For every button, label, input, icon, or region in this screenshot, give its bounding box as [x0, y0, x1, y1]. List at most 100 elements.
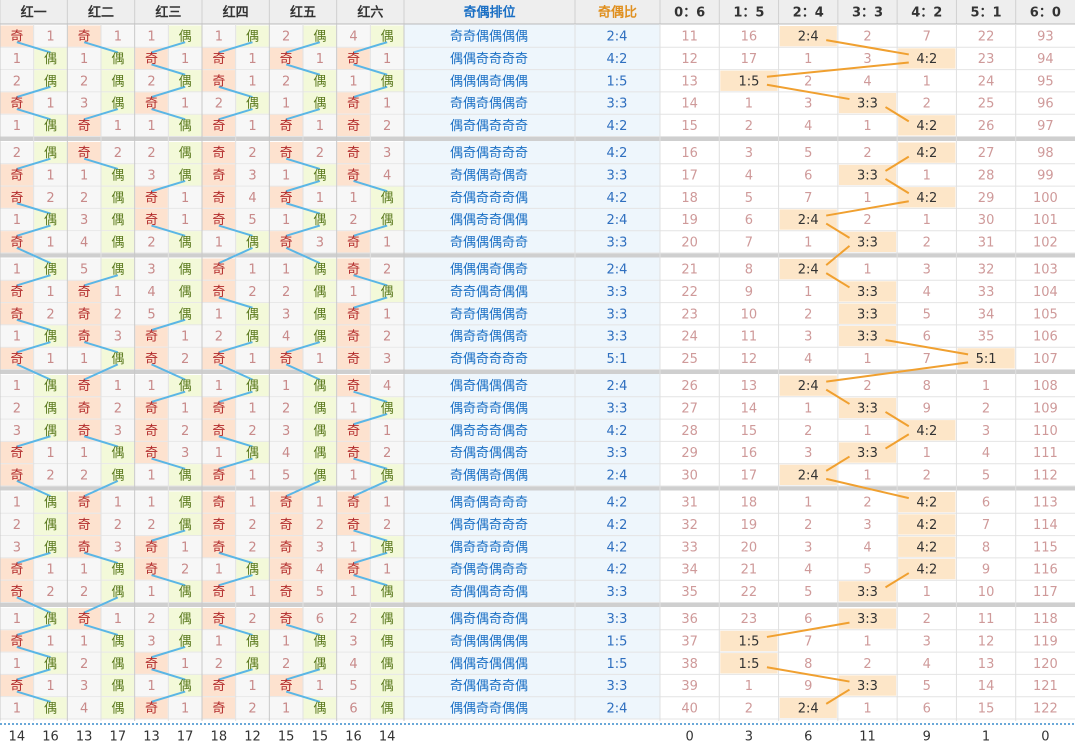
ratio: 4:2	[607, 540, 628, 555]
red-connector	[353, 412, 388, 426]
group-separator	[0, 603, 1075, 607]
miss-count: 2	[147, 146, 155, 161]
cell-bg	[236, 347, 269, 369]
ratio-miss: 1	[923, 74, 931, 89]
even-mark: 偶	[111, 213, 124, 228]
ratio: 3:3	[607, 285, 628, 300]
cell-bg	[202, 441, 236, 464]
cell-bg	[303, 513, 337, 536]
cell-bg	[0, 441, 34, 464]
ratio-miss: 2	[863, 146, 871, 161]
red-connector	[353, 457, 388, 470]
pattern: 奇奇偶偶偶偶	[450, 29, 528, 45]
cell-bg	[236, 441, 269, 464]
red-connector	[83, 551, 119, 565]
red-connector	[83, 274, 119, 287]
cell-bg	[168, 491, 202, 513]
ratio-miss: 1	[923, 213, 931, 228]
cell-bg	[0, 491, 34, 513]
cell-bg	[168, 280, 202, 303]
miss-count: 1	[181, 401, 189, 416]
cell-bg	[101, 164, 135, 186]
ratio-hit: 4:2	[916, 119, 937, 134]
cell-bg	[303, 92, 337, 114]
cell-bg	[269, 70, 303, 92]
cell-bg	[202, 674, 236, 697]
cell-bg	[370, 441, 404, 464]
cell-bg	[202, 580, 236, 602]
odd-mark: 奇	[145, 423, 158, 439]
ratio-hit-bg	[898, 48, 956, 69]
miss-count: 3	[147, 634, 155, 649]
pattern: 偶奇奇奇偶奇	[450, 423, 528, 439]
ratio-miss: 11	[978, 612, 995, 627]
even-mark: 偶	[44, 401, 57, 416]
odd-mark: 奇	[212, 584, 225, 600]
miss-count: 3	[181, 446, 189, 461]
cell-bg	[236, 164, 269, 186]
even-mark: 偶	[246, 657, 259, 672]
cell-bg	[202, 608, 236, 630]
cell-bg	[34, 536, 67, 558]
odd-mark: 奇	[212, 423, 225, 439]
miss-count: 3	[282, 307, 290, 322]
miss-count: 1	[282, 634, 290, 649]
ratio-hit-bg	[898, 420, 956, 441]
ratio-miss: 35	[681, 585, 698, 600]
miss-count: 1	[349, 540, 357, 555]
cell-bg	[168, 258, 202, 280]
ratio: 3:3	[607, 235, 628, 250]
cell-bg	[135, 558, 168, 580]
cell-bg	[202, 536, 236, 558]
miss-count: 1	[349, 401, 357, 416]
miss-count: 1	[383, 496, 391, 511]
cell-bg	[202, 231, 236, 253]
odd-mark: 奇	[280, 145, 293, 161]
red-connector	[151, 390, 186, 403]
ratio-miss: 113	[1033, 496, 1058, 511]
miss-count: 1	[46, 634, 54, 649]
cell-bg	[236, 630, 269, 652]
miss-count: 1	[248, 74, 256, 89]
cell-bg	[370, 25, 404, 47]
cell-bg	[236, 186, 269, 208]
cell-bg	[0, 92, 34, 114]
cell-bg	[303, 419, 337, 441]
even-mark: 偶	[179, 634, 192, 649]
cell-bg	[0, 347, 34, 369]
footer-ratio-count: 1	[982, 730, 990, 745]
cell-bg	[67, 303, 101, 325]
odd-mark: 奇	[10, 96, 23, 112]
ratio-miss: 93	[1037, 30, 1054, 45]
ratio-miss: 1	[863, 634, 871, 649]
ratio-hit-bg	[898, 536, 956, 557]
ratio-miss: 9	[745, 285, 753, 300]
ratio-miss: 5	[982, 468, 990, 483]
cell-bg	[337, 325, 370, 347]
ratio: 3:3	[607, 679, 628, 694]
miss-count: 1	[46, 97, 54, 112]
cell-bg	[135, 258, 168, 280]
cell-bg	[236, 258, 269, 280]
ratio-miss: 4	[804, 563, 812, 578]
cell-bg	[168, 231, 202, 253]
cell-bg	[202, 164, 236, 186]
cell-bg	[101, 375, 135, 397]
odd-mark: 奇	[212, 700, 225, 716]
odd-mark: 奇	[212, 517, 225, 533]
even-mark: 偶	[44, 612, 57, 627]
ratio-connector	[826, 39, 909, 56]
miss-count: 3	[114, 540, 122, 555]
miss-count: 2	[316, 518, 324, 533]
header-label: 1：5	[733, 6, 764, 21]
ratio-miss: 111	[1033, 446, 1058, 461]
cell-bg	[303, 630, 337, 652]
cell-bg	[67, 513, 101, 536]
header-label: 红五	[290, 5, 316, 21]
pattern: 奇偶奇偶奇奇	[450, 562, 528, 578]
red-connector	[16, 690, 51, 703]
miss-count: 1	[282, 263, 290, 278]
even-mark: 偶	[111, 446, 124, 461]
cell-bg	[0, 231, 34, 253]
ratio-miss: 95	[1037, 74, 1054, 89]
